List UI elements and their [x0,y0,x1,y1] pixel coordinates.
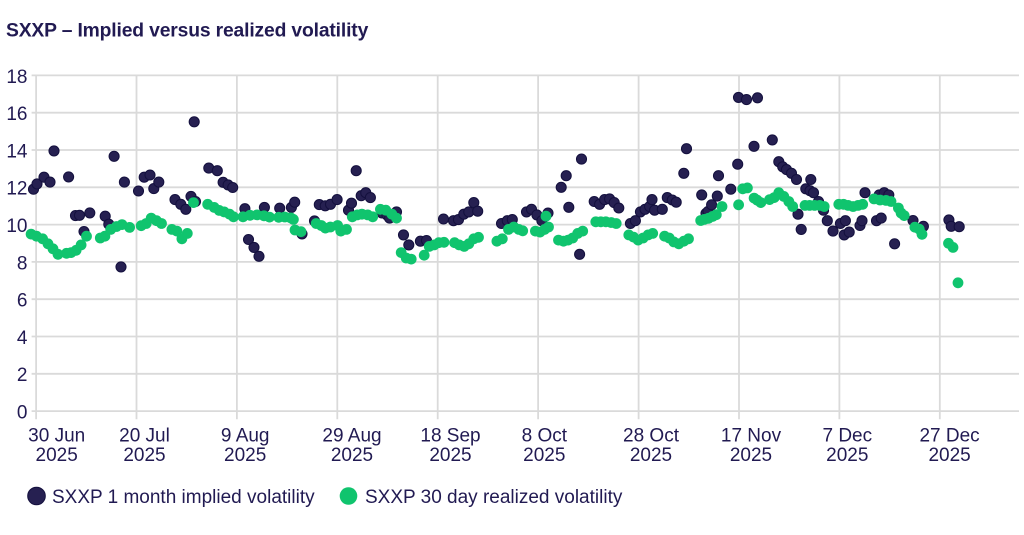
svg-text:17 Nov: 17 Nov [721,426,782,447]
svg-text:2025: 2025 [928,445,970,466]
svg-text:10: 10 [6,216,27,237]
svg-text:8 Oct: 8 Oct [522,426,568,447]
svg-text:28 Oct: 28 Oct [623,426,680,447]
svg-text:14: 14 [6,141,28,162]
svg-text:2025: 2025 [630,445,672,466]
svg-text:29 Aug: 29 Aug [322,426,381,447]
svg-text:2: 2 [17,365,28,386]
svg-text:0: 0 [17,403,28,424]
svg-text:2025: 2025 [123,445,165,466]
svg-text:9 Aug: 9 Aug [221,426,270,447]
svg-text:30 Jun: 30 Jun [28,426,85,447]
svg-text:6: 6 [17,291,28,312]
svg-text:SXXP 30 day realized volatilit: SXXP 30 day realized volatility [365,487,623,508]
svg-text:2025: 2025 [730,445,772,466]
svg-text:8: 8 [17,253,28,274]
svg-text:2025: 2025 [826,445,868,466]
svg-text:2025: 2025 [429,445,471,466]
svg-text:2025: 2025 [331,445,373,466]
svg-text:SXXP 1 month implied volatilit: SXXP 1 month implied volatility [52,487,315,508]
svg-text:18 Sep: 18 Sep [420,426,480,447]
svg-text:SXXP – Implied versus realized: SXXP – Implied versus realized volatilit… [6,21,369,42]
svg-text:2025: 2025 [224,445,266,466]
svg-text:7 Dec: 7 Dec [822,426,872,447]
svg-text:2025: 2025 [36,445,78,466]
svg-text:4: 4 [17,328,28,349]
svg-text:20 Jul: 20 Jul [119,426,170,447]
svg-text:2025: 2025 [523,445,565,466]
svg-text:16: 16 [6,104,27,125]
svg-text:12: 12 [6,179,27,200]
svg-text:18: 18 [6,67,27,88]
svg-text:27 Dec: 27 Dec [919,426,979,447]
